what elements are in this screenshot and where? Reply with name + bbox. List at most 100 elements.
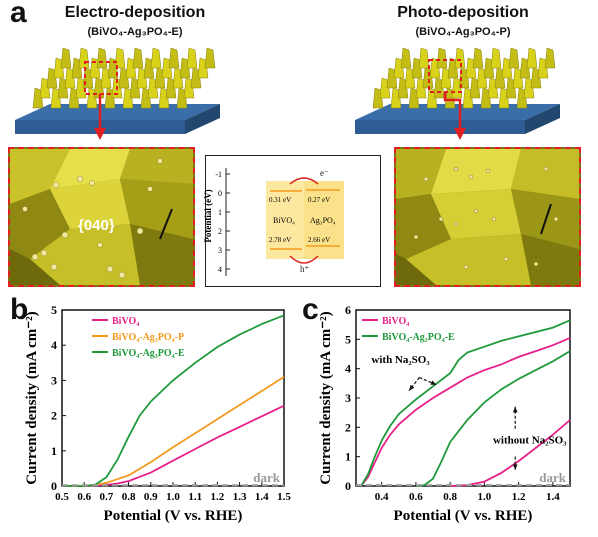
hole-label: h⁺ <box>300 264 310 274</box>
series-line <box>62 376 285 487</box>
electron-label: e⁻ <box>320 168 329 178</box>
x-tick-label: 0.4 <box>375 491 389 503</box>
red-arrows <box>94 92 466 140</box>
left-subtitle: (BiVO₄-Ag₃PO₄-E) <box>87 26 183 38</box>
nanorod <box>204 47 216 69</box>
y-tick-label: 2 <box>51 409 57 423</box>
nanorod <box>454 47 466 69</box>
y-tick-label: 6 <box>345 303 351 317</box>
nanorod <box>114 47 126 69</box>
x-tick-label: 0.7 <box>100 491 114 503</box>
energy-tick-label: 4 <box>218 265 222 274</box>
annotation-arrowhead <box>409 384 415 391</box>
nanorod <box>132 47 144 69</box>
y-tick-label: 5 <box>51 303 57 317</box>
legend-label: BiVO₄-Ag₃PO₄-E <box>382 332 455 343</box>
x-tick-label: 0.8 <box>443 491 457 503</box>
y-tick-label: 4 <box>51 338 57 352</box>
y-axis-label: Current density (mA cm⁻²) <box>24 311 40 484</box>
x-axis-label: Potential (V vs. RHE) <box>394 508 533 524</box>
y-tick-label: 2 <box>345 420 351 434</box>
x-tick-label: 0.5 <box>55 491 69 503</box>
series-line <box>360 337 571 487</box>
y-tick-label: 1 <box>345 450 351 464</box>
annotation-arrowhead <box>430 380 437 385</box>
x-tick-label: 1.4 <box>255 491 269 503</box>
panel-letter-a: a <box>10 0 27 29</box>
nanorod <box>400 47 412 69</box>
y-tick-label: 3 <box>51 373 57 387</box>
panel-letter-b: b <box>10 293 29 326</box>
right-zoom-panel <box>394 147 581 287</box>
right-array-illustration <box>355 47 560 134</box>
panel-letter-c: c <box>302 293 319 326</box>
y-tick-label: 5 <box>345 332 351 346</box>
y-tick-label: 3 <box>345 391 351 405</box>
nanorod <box>526 47 538 69</box>
left-zoom-panel: {040} <box>8 147 195 287</box>
series-line <box>360 319 571 487</box>
series-line <box>62 314 285 487</box>
y-axis-label: Current density (mA cm⁻²) <box>318 311 334 484</box>
x-tick-label: 1.1 <box>188 491 202 503</box>
energy-diagram-box: -1 0 1 2 3 4 Potential (eV) 0.31 eV 0.27 eV B… <box>203 155 381 287</box>
annotation-arrowhead <box>512 464 518 470</box>
left-title: Electro-deposition <box>64 4 206 21</box>
y-tick-label: 0 <box>345 479 351 493</box>
right-subtitle: (BiVO₄-Ag₃PO₄-P) <box>415 26 511 38</box>
x-tick-label: 1.2 <box>211 491 225 503</box>
nanorod <box>150 47 162 69</box>
nanorod <box>60 47 72 69</box>
x-tick-label: 1.4 <box>546 491 560 503</box>
ag3po4-label: Ag₃PO₄ <box>310 216 336 225</box>
chart-c: 0.4 0.6 0.8 1.0 1.2 1.4 0 1 2 3 4 5 6 Potential (V vs… <box>318 303 571 524</box>
ag3po4-vb-label: 2.66 eV <box>308 236 331 244</box>
y-tick-label: 4 <box>345 362 351 376</box>
bivo4-vb-label: 2.78 eV <box>269 236 292 244</box>
energy-tick-label: 1 <box>218 208 222 217</box>
annotation-arrow <box>408 377 420 392</box>
legend-label: BiVO₄-Ag₃PO₄-E <box>112 348 185 359</box>
ag3po4-cb-label: 0.27 eV <box>308 196 331 204</box>
energy-tick-label: -1 <box>215 170 222 179</box>
right-title: Photo-deposition <box>397 4 529 21</box>
legend-label: BiVO₄ <box>112 316 139 327</box>
energy-ylabel: Potential (eV) <box>203 189 213 243</box>
x-tick-label: 0.6 <box>409 491 423 503</box>
x-tick-label: 1.0 <box>478 491 492 503</box>
dark-label: dark <box>253 470 281 485</box>
x-tick-label: 1.5 <box>277 491 291 503</box>
nanorod <box>472 47 484 69</box>
nanorod <box>508 47 520 69</box>
nanorod <box>418 47 430 69</box>
energy-tick-label: 3 <box>218 246 222 255</box>
y-tick-label: 0 <box>51 479 57 493</box>
nanorod <box>490 47 502 69</box>
nanorod <box>186 47 198 69</box>
x-tick-label: 0.9 <box>144 491 158 503</box>
energy-tick-label: 0 <box>218 189 222 198</box>
legend-label: BiVO₄-Ag₃PO₄-P <box>112 332 184 343</box>
nanorod <box>168 47 180 69</box>
x-tick-label: 1.2 <box>512 491 526 503</box>
series-line <box>415 350 571 487</box>
chart-b: 0.5 0.6 0.7 0.8 0.9 1.0 1.1 1.2 1.3 1.4 1.5 0 1 2 3 4 5 P… <box>24 303 291 524</box>
without-na2so3-label: without Na₂SO₃ <box>493 434 567 446</box>
facet-label: {040} <box>78 217 115 234</box>
series-line <box>62 404 285 487</box>
x-tick-label: 0.6 <box>77 491 91 503</box>
x-axis-label: Potential (V vs. RHE) <box>104 508 243 524</box>
x-tick-label: 1.3 <box>233 491 247 503</box>
annotation-arrowhead <box>512 406 518 413</box>
with-na2so3-label: with Na₂SO₃ <box>371 354 430 366</box>
bivo4-label: BiVO₄ <box>273 216 295 225</box>
x-tick-label: 0.8 <box>122 491 136 503</box>
nanorod <box>436 47 448 69</box>
bivo4-cb-label: 0.31 eV <box>269 196 292 204</box>
legend-label: BiVO₄ <box>382 316 409 327</box>
y-tick-label: 1 <box>51 444 57 458</box>
dark-label: dark <box>539 470 567 485</box>
x-tick-label: 1.0 <box>166 491 180 503</box>
energy-tick-label: 2 <box>218 227 222 236</box>
nanorod <box>544 47 556 69</box>
